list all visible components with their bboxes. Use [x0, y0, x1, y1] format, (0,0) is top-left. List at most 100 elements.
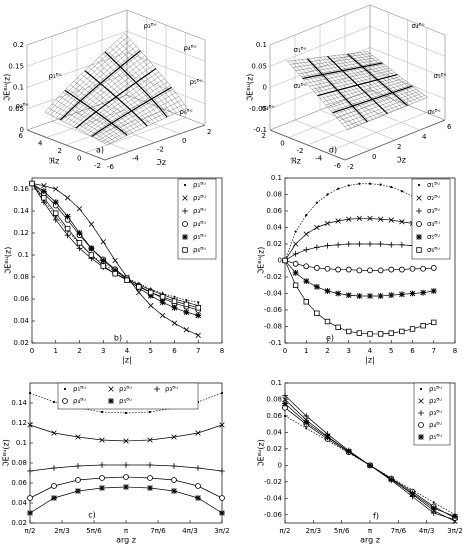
marker [324, 242, 331, 249]
grid-line [344, 35, 446, 161]
marker [27, 495, 33, 501]
marker [171, 320, 178, 326]
marker [368, 182, 372, 185]
legend-frame [177, 178, 217, 260]
marker [88, 221, 95, 227]
marker [40, 188, 47, 195]
marker [100, 263, 106, 269]
marker [76, 206, 83, 212]
grid-line [76, 27, 156, 143]
marker [430, 265, 437, 271]
marker [390, 185, 393, 189]
marker [430, 288, 437, 294]
annotation: ρ₂ᴮᵘ [15, 102, 28, 110]
marker [379, 183, 382, 186]
panel-label: c) [88, 511, 96, 520]
x-tick-label: 3 [347, 347, 351, 355]
z-tick-label: -0.05 [249, 105, 267, 113]
x-tick-label: 4 [38, 140, 43, 148]
marker [282, 392, 288, 399]
marker [420, 289, 427, 296]
x-tick-label: 5π/6 [86, 527, 102, 535]
legend-marker [416, 247, 422, 253]
grid-line [269, 45, 346, 161]
marker [53, 186, 59, 192]
y-axis-label: ℑEᴮᵘ(z) [4, 247, 13, 275]
annotation: σ₂ᴮᵘ [293, 82, 306, 90]
grid-line [101, 18, 181, 134]
z-tick-label: 0.05 [8, 105, 24, 113]
marker [64, 232, 71, 239]
legend-marker [183, 183, 187, 187]
marker [171, 434, 177, 440]
y-tick-label: 4 [422, 133, 427, 141]
marker [88, 252, 95, 258]
legend-label: ρ₃ᴮᵘ [193, 207, 206, 215]
marker [367, 293, 373, 299]
panel-label: f) [373, 512, 379, 521]
marker [76, 245, 83, 252]
legend-marker [154, 386, 160, 392]
y-tick-label: 0.04 [13, 317, 29, 325]
y-tick-label: -0.08 [264, 323, 282, 331]
marker [282, 400, 288, 407]
panel-label: e) [326, 334, 334, 343]
marker [313, 244, 320, 251]
marker [147, 437, 153, 443]
y-axis-label: ℑEᴮᵘ(z) [257, 247, 266, 275]
legend-label: ρ₅ᴮᵘ [119, 397, 132, 405]
marker [100, 239, 106, 245]
legend-label: ρ₄ᴮᵘ [193, 220, 206, 228]
marker [99, 437, 105, 443]
marker [51, 430, 57, 436]
marker [100, 410, 104, 414]
x-tick-label: 4 [125, 347, 130, 355]
marker [75, 488, 81, 494]
marker [326, 193, 329, 196]
marker [219, 422, 225, 428]
marker [76, 230, 83, 236]
marker [112, 270, 118, 277]
x-tick-label: 5 [389, 347, 393, 355]
marker [64, 195, 71, 201]
surface-contour [59, 50, 172, 137]
y-tick-label: -0.04 [264, 494, 283, 502]
y-tick-label: -0.04 [264, 290, 283, 298]
y-tick-label: 0 [372, 153, 376, 161]
legend-marker [418, 434, 424, 440]
marker [75, 463, 81, 469]
x-tick-label: 4 [368, 347, 373, 355]
marker [388, 292, 395, 299]
legend-marker [416, 234, 422, 240]
surface-contour [302, 53, 413, 123]
y-tick-label: 0.04 [266, 428, 282, 436]
marker [52, 199, 59, 206]
marker [303, 263, 310, 270]
y-tick-label: 0.06 [266, 412, 282, 420]
marker [51, 483, 57, 489]
x-tick-label: 1 [54, 347, 58, 355]
x-tick-label: 2 [262, 132, 266, 140]
marker [171, 477, 177, 483]
marker [195, 495, 201, 501]
legend-label: σ₅ᴮᵘ [427, 233, 440, 241]
x-tick-label: 0 [77, 155, 81, 163]
marker [292, 269, 299, 276]
grid-line [307, 20, 408, 146]
marker [324, 265, 331, 272]
marker [431, 319, 437, 326]
marker [183, 327, 190, 333]
marker [452, 513, 458, 520]
annotation: ρ₁ᴮᵘ [48, 72, 61, 80]
z-tick-label: 0.2 [13, 41, 24, 49]
marker [346, 216, 352, 222]
marker [147, 292, 154, 299]
marker [112, 257, 118, 264]
panel-label: a) [96, 146, 104, 155]
marker [183, 309, 190, 316]
marker [399, 328, 405, 335]
marker [388, 266, 395, 273]
y-tick-label: 0 [182, 137, 186, 145]
y-tick-label: 0.06 [11, 479, 27, 487]
marker [388, 217, 394, 223]
